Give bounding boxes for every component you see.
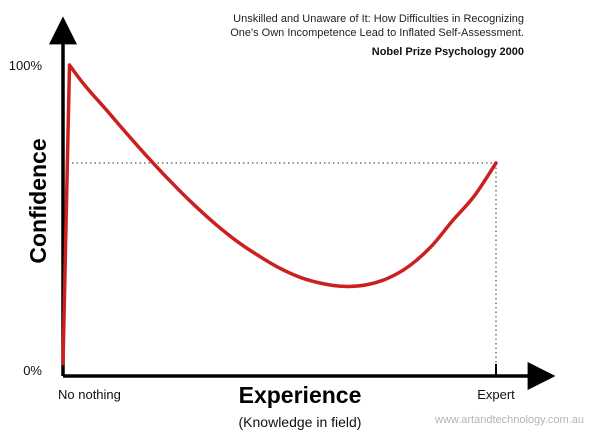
reference-lines xyxy=(63,162,497,376)
x-tick-label-expert: Expert xyxy=(477,387,515,402)
watermark: www.artandtechnology.com.au xyxy=(434,414,584,426)
y-tick-label-100: 100% xyxy=(9,58,43,73)
x-axis-title: Experience xyxy=(239,382,362,408)
series-points xyxy=(62,64,498,366)
subtitle-line-1: Unskilled and Unaware of It: How Difficu… xyxy=(233,13,524,25)
subtitle-line-2: One's Own Incompetence Lead to Inflated … xyxy=(230,27,524,39)
x-tick-label-start: No nothing xyxy=(58,387,121,402)
confidence-curve xyxy=(61,63,498,366)
y-axis-title: Confidence xyxy=(25,138,51,263)
y-tick-label-0: 0% xyxy=(23,363,42,378)
header-note: Nobel Prize Psychology 2000 xyxy=(372,46,524,58)
x-axis-subtitle: (Knowledge in field) xyxy=(239,414,362,430)
